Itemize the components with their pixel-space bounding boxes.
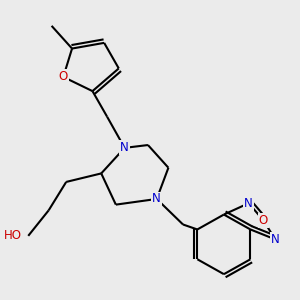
Text: O: O [59,70,68,83]
Text: O: O [259,214,268,227]
Text: N: N [271,233,280,246]
Text: HO: HO [4,229,22,242]
Text: N: N [244,197,253,210]
Text: N: N [120,141,129,154]
Text: N: N [152,193,161,206]
